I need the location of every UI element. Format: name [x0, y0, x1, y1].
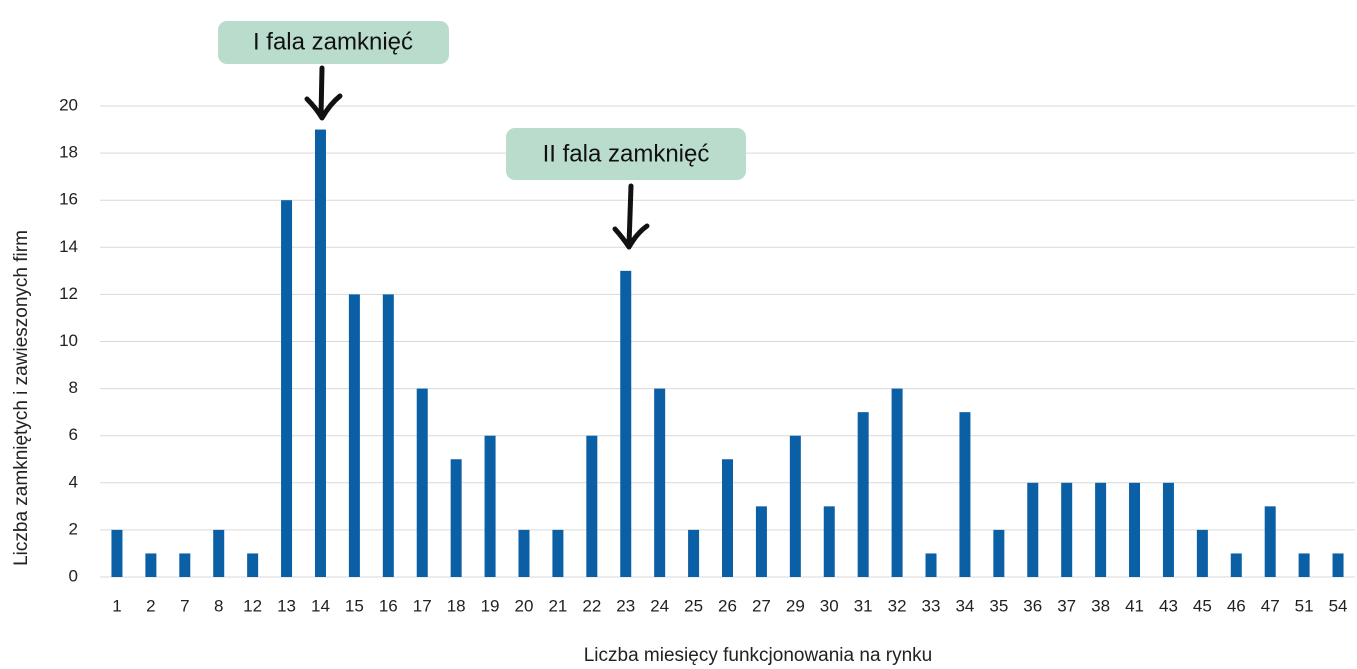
y-axis-label: Liczba zamkniętych i zawieszonych firm — [11, 230, 32, 566]
bar — [1230, 553, 1242, 577]
x-tick-label: 13 — [277, 596, 296, 615]
y-tick-label: 10 — [59, 331, 78, 350]
bar — [484, 435, 496, 577]
bar — [314, 129, 326, 578]
x-tick-label: 25 — [684, 596, 703, 615]
x-tick-label: 7 — [180, 596, 189, 615]
x-tick-label: 14 — [311, 596, 330, 615]
bar — [450, 459, 462, 577]
y-tick-label: 0 — [69, 566, 78, 585]
x-tick-label: 27 — [752, 596, 771, 615]
x-tick-label: 41 — [1125, 596, 1144, 615]
x-tick-label: 54 — [1329, 596, 1348, 615]
y-tick-label: 20 — [59, 95, 78, 114]
bar — [654, 388, 666, 577]
x-tick-label: 51 — [1295, 596, 1314, 615]
x-tick-label: 16 — [379, 596, 398, 615]
x-tick-label: 38 — [1091, 596, 1110, 615]
bar — [1264, 506, 1276, 577]
x-tick-label: 32 — [888, 596, 907, 615]
bar — [111, 529, 123, 577]
x-tick-label: 47 — [1261, 596, 1280, 615]
bar — [620, 270, 632, 577]
bar — [891, 388, 903, 577]
x-tick-label: 46 — [1227, 596, 1246, 615]
annotation: I fala zamknięć — [253, 28, 413, 55]
bar — [688, 529, 700, 577]
bar — [348, 294, 360, 577]
x-tick-label: 33 — [922, 596, 941, 615]
x-tick-label: 18 — [447, 596, 466, 615]
bar — [1162, 482, 1174, 577]
bar — [993, 529, 1005, 577]
y-tick-label: 12 — [59, 284, 78, 303]
bar — [789, 435, 801, 577]
bar — [1196, 529, 1208, 577]
x-tick-label: 29 — [786, 596, 805, 615]
bar — [857, 412, 869, 577]
bar — [1061, 482, 1073, 577]
x-tick-label: 45 — [1193, 596, 1212, 615]
y-tick-label: 6 — [69, 425, 78, 444]
x-tick-label: 37 — [1057, 596, 1076, 615]
x-tick-label: 21 — [548, 596, 567, 615]
bar — [823, 506, 835, 577]
annotation-box — [218, 21, 449, 64]
x-tick-label: 30 — [820, 596, 839, 615]
annotation-arrow — [612, 183, 650, 250]
x-tick-label: 15 — [345, 596, 364, 615]
bar — [1332, 553, 1344, 577]
x-tick-label: 19 — [481, 596, 500, 615]
bar — [281, 200, 293, 577]
y-tick-label: 8 — [69, 378, 78, 397]
y-tick-label: 18 — [59, 143, 78, 162]
x-tick-label: 17 — [413, 596, 432, 615]
bar — [586, 435, 598, 577]
bar — [722, 459, 733, 577]
bar — [1298, 553, 1310, 577]
x-tick-label: 24 — [650, 596, 669, 615]
x-tick-label: 2 — [146, 596, 155, 615]
x-tick-label: 36 — [1023, 596, 1042, 615]
annotation-arrow — [304, 65, 343, 121]
x-tick-label: 26 — [718, 596, 737, 615]
bar — [1027, 482, 1039, 577]
y-tick-label: 4 — [69, 472, 78, 491]
x-tick-label: 35 — [989, 596, 1008, 615]
x-axis-label: Liczba miesięcy funkcjonowania na rynku — [584, 645, 933, 666]
bar — [1095, 482, 1107, 577]
bar — [416, 388, 428, 577]
x-tick-label: 20 — [515, 596, 534, 615]
x-tick-label: 34 — [955, 596, 974, 615]
x-tick-label: 1 — [112, 596, 121, 615]
bar — [518, 529, 530, 577]
y-tick-label: 2 — [69, 519, 78, 538]
annotation-box — [506, 128, 746, 180]
x-tick-label: 12 — [243, 596, 262, 615]
bar — [247, 553, 259, 577]
bar — [382, 294, 394, 577]
bar — [552, 529, 564, 577]
annotation: II fala zamknięć — [543, 140, 710, 167]
y-tick-label: 16 — [59, 190, 78, 209]
x-tick-label: 31 — [854, 596, 873, 615]
bar — [1129, 482, 1141, 577]
bar — [755, 506, 767, 577]
x-tick-label: 43 — [1159, 596, 1178, 615]
bar — [925, 553, 937, 577]
bar — [213, 529, 225, 577]
x-tick-label: 23 — [616, 596, 635, 615]
bar — [145, 553, 157, 577]
y-tick-label: 14 — [59, 237, 78, 256]
bar — [179, 553, 191, 577]
bar — [959, 412, 971, 577]
x-tick-label: 8 — [214, 596, 223, 615]
x-tick-label: 22 — [582, 596, 601, 615]
